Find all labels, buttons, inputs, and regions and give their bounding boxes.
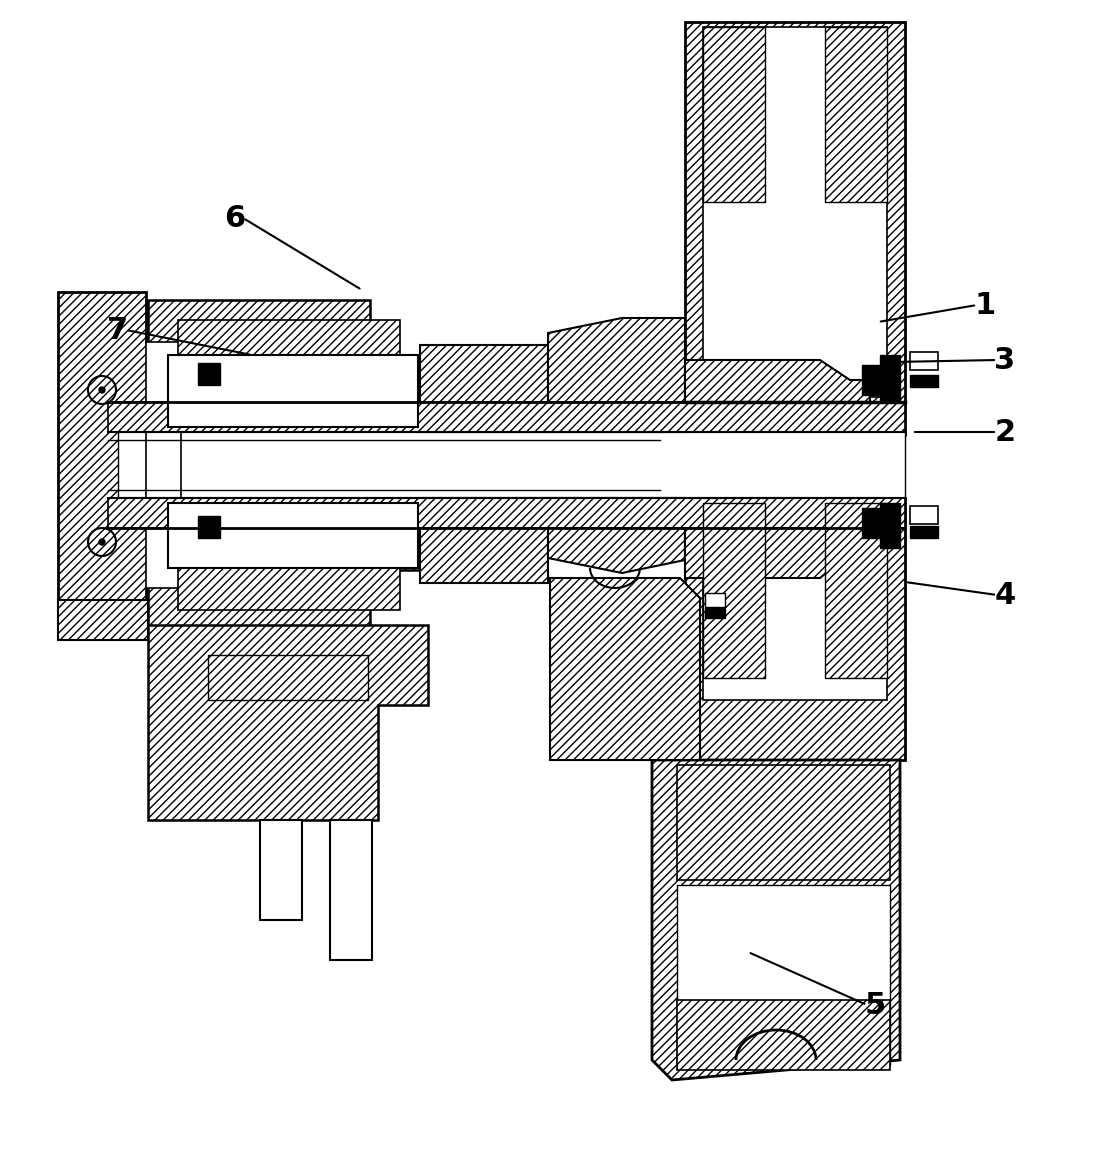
Bar [910, 352, 938, 369]
Bar [118, 430, 905, 500]
Bar [167, 384, 410, 427]
Bar [910, 526, 938, 538]
Polygon shape [179, 546, 400, 610]
Bar [108, 402, 905, 432]
Bar [862, 508, 881, 538]
Polygon shape [652, 760, 901, 1080]
Polygon shape [147, 503, 430, 630]
Polygon shape [548, 318, 685, 432]
Polygon shape [548, 498, 685, 573]
Bar [199, 516, 220, 538]
Polygon shape [676, 1000, 891, 1070]
Bar [167, 503, 410, 546]
Bar [260, 820, 302, 920]
Text: 7: 7 [108, 315, 129, 344]
Polygon shape [550, 578, 700, 760]
Bar [910, 375, 938, 387]
Polygon shape [420, 498, 548, 584]
Bar [676, 885, 891, 1065]
Text: 2: 2 [995, 418, 1016, 447]
Text: 5: 5 [864, 991, 886, 1020]
Text: 1: 1 [975, 290, 996, 320]
Polygon shape [703, 26, 765, 201]
Polygon shape [685, 528, 869, 578]
Polygon shape [420, 345, 548, 432]
Text: 3: 3 [995, 345, 1016, 374]
Bar [703, 503, 887, 700]
Polygon shape [685, 22, 905, 435]
Polygon shape [676, 765, 891, 881]
Bar [705, 608, 725, 618]
Bar [703, 26, 887, 397]
Bar [167, 355, 418, 427]
Bar [157, 403, 905, 418]
Polygon shape [179, 320, 400, 384]
Circle shape [99, 387, 105, 392]
Polygon shape [703, 503, 765, 678]
Bar [146, 342, 181, 588]
Polygon shape [825, 26, 887, 201]
Bar [705, 593, 725, 607]
Bar [910, 506, 938, 524]
Bar [167, 503, 418, 567]
Bar [881, 355, 901, 401]
Circle shape [99, 539, 105, 546]
Polygon shape [685, 498, 905, 760]
Polygon shape [208, 655, 368, 700]
Polygon shape [685, 360, 869, 402]
Polygon shape [58, 600, 147, 640]
Text: 6: 6 [224, 204, 245, 233]
Text: 4: 4 [995, 580, 1016, 610]
Polygon shape [58, 292, 166, 638]
Bar [199, 363, 220, 384]
Bar [881, 503, 901, 548]
Polygon shape [825, 503, 887, 678]
Bar [330, 820, 372, 960]
Bar [108, 498, 905, 528]
Polygon shape [147, 300, 430, 427]
Bar [862, 365, 881, 395]
Bar [157, 512, 905, 527]
Polygon shape [147, 625, 428, 820]
